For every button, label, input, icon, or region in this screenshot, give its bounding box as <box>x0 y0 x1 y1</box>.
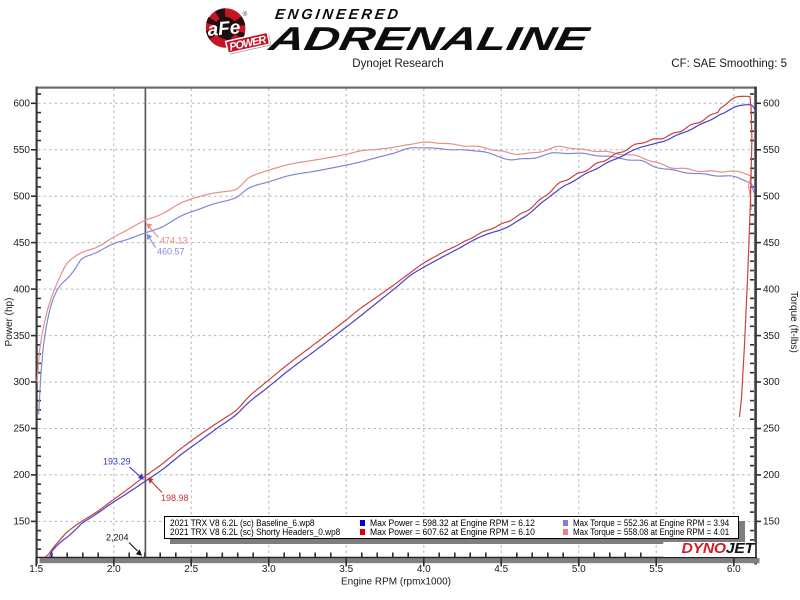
svg-text:®: ® <box>243 10 248 18</box>
svg-text:2.0: 2.0 <box>107 564 121 575</box>
svg-text:400: 400 <box>13 284 30 295</box>
svg-text:150: 150 <box>13 517 30 528</box>
svg-text:5.5: 5.5 <box>649 564 663 575</box>
svg-text:193.29: 193.29 <box>103 457 131 467</box>
svg-text:3.0: 3.0 <box>262 564 276 575</box>
svg-text:5.0: 5.0 <box>572 564 586 575</box>
svg-text:300: 300 <box>763 377 780 388</box>
svg-text:550: 550 <box>13 145 30 156</box>
svg-text:150: 150 <box>763 517 780 528</box>
svg-text:250: 250 <box>13 424 30 435</box>
svg-text:250: 250 <box>763 424 780 435</box>
svg-text:450: 450 <box>13 238 30 249</box>
svg-text:450: 450 <box>763 238 780 249</box>
svg-text:474.13: 474.13 <box>160 236 188 246</box>
svg-text:aFe: aFe <box>207 17 242 41</box>
svg-text:600: 600 <box>763 99 780 110</box>
svg-text:600: 600 <box>13 99 30 110</box>
svg-text:1.5: 1.5 <box>29 564 43 575</box>
svg-text:350: 350 <box>13 331 30 342</box>
svg-text:200: 200 <box>763 470 780 481</box>
svg-text:3.5: 3.5 <box>339 564 353 575</box>
svg-text:2,204: 2,204 <box>106 533 129 543</box>
svg-text:400: 400 <box>763 284 780 295</box>
svg-text:6.0: 6.0 <box>727 564 741 575</box>
svg-text:460.57: 460.57 <box>157 247 185 257</box>
svg-text:4.0: 4.0 <box>417 564 431 575</box>
svg-text:500: 500 <box>763 191 780 202</box>
svg-text:500: 500 <box>13 191 30 202</box>
svg-text:550: 550 <box>763 145 780 156</box>
svg-text:300: 300 <box>13 377 30 388</box>
svg-text:Engine RPM (rpmx1000): Engine RPM (rpmx1000) <box>341 577 451 588</box>
svg-text:198.98: 198.98 <box>161 493 189 503</box>
svg-text:4.5: 4.5 <box>494 564 508 575</box>
svg-text:Torque (ft-lbs): Torque (ft-lbs) <box>788 291 799 353</box>
svg-text:350: 350 <box>763 331 780 342</box>
svg-text:200: 200 <box>13 470 30 481</box>
svg-text:2.5: 2.5 <box>184 564 198 575</box>
svg-text:Power (hp): Power (hp) <box>4 298 15 347</box>
